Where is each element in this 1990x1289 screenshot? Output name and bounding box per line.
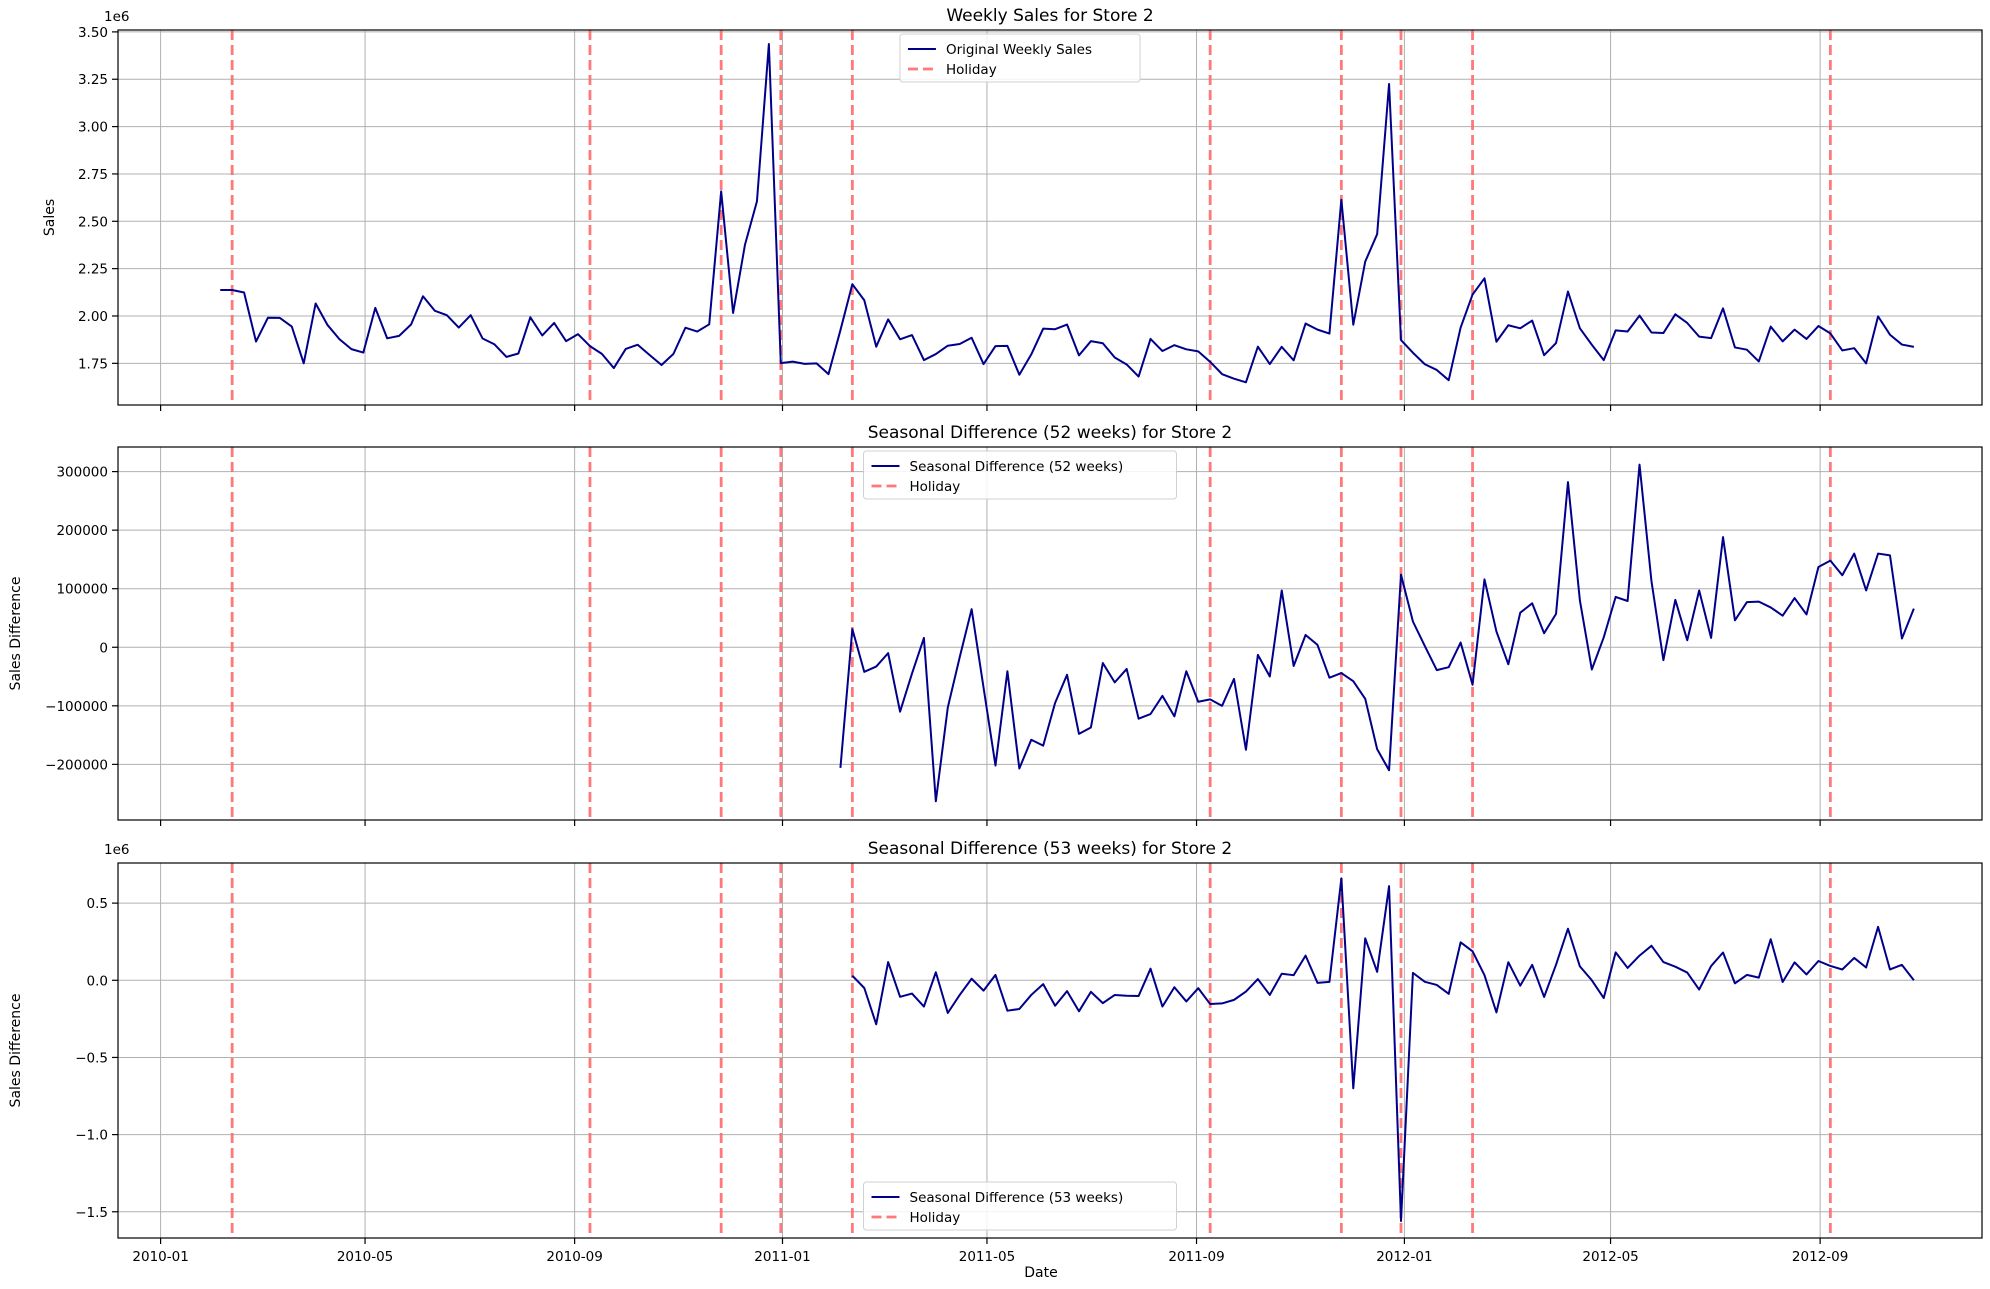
series-line bbox=[839, 463, 1915, 803]
series-line bbox=[220, 43, 1915, 384]
panel-title: Seasonal Difference (53 weeks) for Store… bbox=[868, 839, 1232, 859]
y-axis-label: Sales Difference bbox=[8, 577, 24, 691]
axes-frame bbox=[117, 446, 1983, 821]
y-tick-label: 2.50 bbox=[78, 214, 108, 230]
y-tick-label: −0.5 bbox=[75, 1050, 108, 1066]
legend: Original Weekly Sales Holiday bbox=[899, 33, 1141, 83]
axis-offset-text: 1e6 bbox=[104, 842, 129, 858]
legend-series-label: Seasonal Difference (53 weeks) bbox=[910, 1190, 1124, 1206]
x-tick-label: 2012-05 bbox=[1582, 1249, 1638, 1265]
y-tick-label: 200000 bbox=[56, 523, 108, 539]
series-line bbox=[851, 877, 1915, 1223]
panel-1: 1.75 2.00 2.25 2.50 2.75 3.00 3.25 3.50 Weekly S… bbox=[42, 6, 1983, 411]
panel-2: −200000 −100000 0 100000 200000 300000 Seasona… bbox=[8, 423, 1983, 826]
y-axis-label: Sales Difference bbox=[8, 994, 24, 1108]
y-tick-label: −100000 bbox=[45, 699, 108, 715]
legend: Seasonal Difference (53 weeks) Holiday bbox=[863, 1181, 1177, 1231]
legend-holiday-label: Holiday bbox=[910, 479, 961, 495]
axes-frame bbox=[117, 29, 1983, 406]
panel-title: Weekly Sales for Store 2 bbox=[946, 6, 1153, 26]
y-tick-label: 100000 bbox=[56, 582, 108, 598]
y-tick-label: 3.50 bbox=[78, 25, 108, 41]
legend-holiday-label: Holiday bbox=[910, 1210, 961, 1226]
legend-series-label: Seasonal Difference (52 weeks) bbox=[910, 459, 1124, 475]
x-tick-label: 2011-05 bbox=[959, 1249, 1015, 1265]
legend: Seasonal Difference (52 weeks) Holiday bbox=[863, 450, 1177, 500]
x-tick-label: 2011-09 bbox=[1168, 1249, 1224, 1265]
y-tick-label: 0.5 bbox=[87, 896, 108, 912]
x-tick-label: 2012-01 bbox=[1376, 1249, 1432, 1265]
axes-frame bbox=[117, 862, 1983, 1239]
y-axis-label: Sales bbox=[42, 199, 58, 236]
x-tick-label: 2010-05 bbox=[337, 1249, 393, 1265]
x-axis-label: Date bbox=[1024, 1265, 1057, 1281]
y-tick-label: −1.0 bbox=[75, 1128, 108, 1144]
legend-holiday-label: Holiday bbox=[946, 62, 997, 78]
panel-title: Seasonal Difference (52 weeks) for Store… bbox=[868, 423, 1232, 443]
panel-3: −1.5 −1.0 −0.5 0.0 0.5 2010-01 2010-05 2010-09 2… bbox=[8, 839, 1983, 1265]
x-tick-label: 2012-09 bbox=[1792, 1249, 1848, 1265]
y-tick-label: 3.00 bbox=[78, 120, 108, 136]
y-tick-label: 2.25 bbox=[78, 262, 108, 278]
y-tick-label: 3.25 bbox=[78, 72, 108, 88]
y-tick-label: 300000 bbox=[56, 465, 108, 481]
y-tick-label: 2.00 bbox=[78, 309, 108, 325]
y-tick-label: 1.75 bbox=[78, 356, 108, 372]
x-tick-label: 2011-01 bbox=[754, 1249, 810, 1265]
x-tick-label: 2010-09 bbox=[546, 1249, 602, 1265]
y-tick-label: −1.5 bbox=[75, 1205, 108, 1221]
y-tick-label: 0.0 bbox=[87, 973, 108, 989]
legend-box bbox=[899, 33, 1141, 83]
legend-box bbox=[863, 1181, 1177, 1231]
axis-offset-text: 1e6 bbox=[104, 9, 129, 25]
x-tick-label: 2010-01 bbox=[132, 1249, 188, 1265]
y-tick-label: 2.75 bbox=[78, 167, 108, 183]
legend-series-label: Original Weekly Sales bbox=[946, 42, 1092, 58]
y-tick-label: 0 bbox=[99, 640, 108, 656]
y-tick-label: −200000 bbox=[45, 757, 108, 773]
legend-box bbox=[863, 450, 1177, 500]
